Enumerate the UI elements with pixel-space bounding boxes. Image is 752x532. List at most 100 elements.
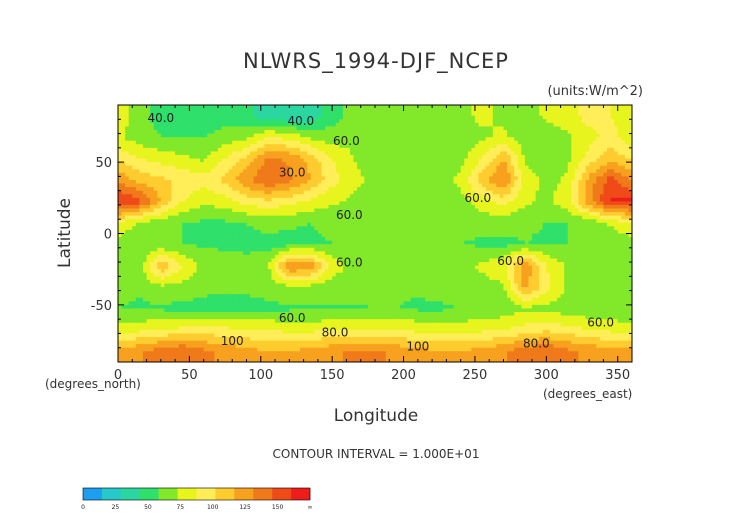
heatmap-cell xyxy=(296,212,301,217)
heatmap-cell xyxy=(442,176,447,181)
heatmap-cell xyxy=(367,176,372,181)
heatmap-cell xyxy=(317,151,322,156)
heatmap-cell xyxy=(310,190,315,195)
heatmap-cell xyxy=(517,112,522,117)
heatmap-cell xyxy=(385,129,390,134)
heatmap-cell xyxy=(549,137,554,142)
heatmap-cell xyxy=(289,162,294,167)
heatmap-cell xyxy=(321,183,326,188)
heatmap-cell xyxy=(603,115,608,120)
heatmap-cell xyxy=(557,147,562,152)
heatmap-cell xyxy=(118,194,122,199)
heatmap-cell xyxy=(403,129,408,134)
heatmap-cell xyxy=(421,183,426,188)
heatmap-cell xyxy=(253,165,258,170)
heatmap-cell xyxy=(210,201,215,206)
heatmap-cell xyxy=(167,176,172,181)
heatmap-cell xyxy=(275,226,280,231)
heatmap-cell xyxy=(578,172,583,177)
heatmap-cell xyxy=(371,115,376,120)
heatmap-cell xyxy=(539,112,544,117)
heatmap-cell xyxy=(335,169,340,174)
heatmap-cell xyxy=(392,179,397,184)
heatmap-cell xyxy=(353,215,358,220)
heatmap-cell xyxy=(460,219,465,224)
heatmap-cell xyxy=(217,112,222,117)
heatmap-cell xyxy=(282,226,287,231)
heatmap-cell xyxy=(260,208,265,213)
heatmap-cell xyxy=(150,172,155,177)
heatmap-cell xyxy=(214,176,219,181)
heatmap-cell xyxy=(492,219,497,224)
heatmap-cell xyxy=(207,222,212,227)
heatmap-cell xyxy=(578,201,583,206)
heatmap-cell xyxy=(585,212,590,217)
heatmap-cell xyxy=(607,183,611,188)
heatmap-cell xyxy=(267,201,272,206)
heatmap-cell xyxy=(607,147,611,152)
heatmap-cell xyxy=(592,172,597,177)
heatmap-cell xyxy=(353,108,358,113)
heatmap-cell xyxy=(257,112,262,117)
heatmap-cell xyxy=(503,222,508,227)
heatmap-cell xyxy=(335,105,340,109)
heatmap-cell xyxy=(185,140,190,145)
heatmap-cell xyxy=(375,172,379,177)
heatmap-cell xyxy=(628,222,633,227)
heatmap-cell xyxy=(250,208,255,213)
heatmap-cell xyxy=(382,179,387,184)
heatmap-cell xyxy=(228,119,233,124)
heatmap-cell xyxy=(610,204,615,209)
heatmap-cell xyxy=(367,194,372,199)
heatmap-cell xyxy=(453,129,458,134)
heatmap-cell xyxy=(292,137,297,142)
heatmap-cell xyxy=(353,133,358,138)
heatmap-cell xyxy=(528,194,533,199)
heatmap-cell xyxy=(478,222,483,227)
heatmap-cell xyxy=(132,122,137,127)
heatmap-cell xyxy=(321,137,326,142)
heatmap-cell xyxy=(364,222,369,227)
heatmap-cell xyxy=(396,204,401,209)
heatmap-cell xyxy=(446,212,451,217)
heatmap-cell xyxy=(403,154,408,159)
heatmap-cell xyxy=(485,122,490,127)
heatmap-cell xyxy=(464,115,469,120)
heatmap-cell xyxy=(571,129,576,134)
heatmap-cell xyxy=(314,119,319,124)
heatmap-cell xyxy=(364,187,369,192)
heatmap-cell xyxy=(217,204,222,209)
heatmap-cell xyxy=(146,137,151,142)
heatmap-cell xyxy=(524,215,529,220)
heatmap-cell xyxy=(253,108,258,113)
heatmap-cell xyxy=(196,129,201,134)
heatmap-cell xyxy=(296,162,301,167)
heatmap-cell xyxy=(482,112,487,117)
heatmap-cell xyxy=(396,151,401,156)
heatmap-cell xyxy=(467,201,472,206)
heatmap-cell xyxy=(364,172,369,177)
heatmap-cell xyxy=(292,144,297,149)
heatmap-cell xyxy=(396,219,401,224)
heatmap-cell xyxy=(507,122,512,127)
heatmap-cell xyxy=(514,137,519,142)
heatmap-cell xyxy=(499,133,504,138)
heatmap-cell xyxy=(310,129,315,134)
heatmap-cell xyxy=(564,129,569,134)
heatmap-cell xyxy=(250,183,255,188)
heatmap-cell xyxy=(382,112,387,117)
heatmap-cell xyxy=(171,147,176,152)
heatmap-cell xyxy=(453,147,458,152)
heatmap-cell xyxy=(482,201,487,206)
heatmap-cell xyxy=(417,187,422,192)
heatmap-cell xyxy=(414,140,419,145)
heatmap-cell xyxy=(125,172,130,177)
heatmap-cell xyxy=(121,197,126,202)
heatmap-cell xyxy=(614,219,619,224)
heatmap-cell xyxy=(185,119,190,124)
heatmap-cell xyxy=(246,219,251,224)
heatmap-cell xyxy=(546,194,551,199)
heatmap-cell xyxy=(153,112,158,117)
heatmap-cell xyxy=(417,140,422,145)
heatmap-cell xyxy=(510,154,515,159)
